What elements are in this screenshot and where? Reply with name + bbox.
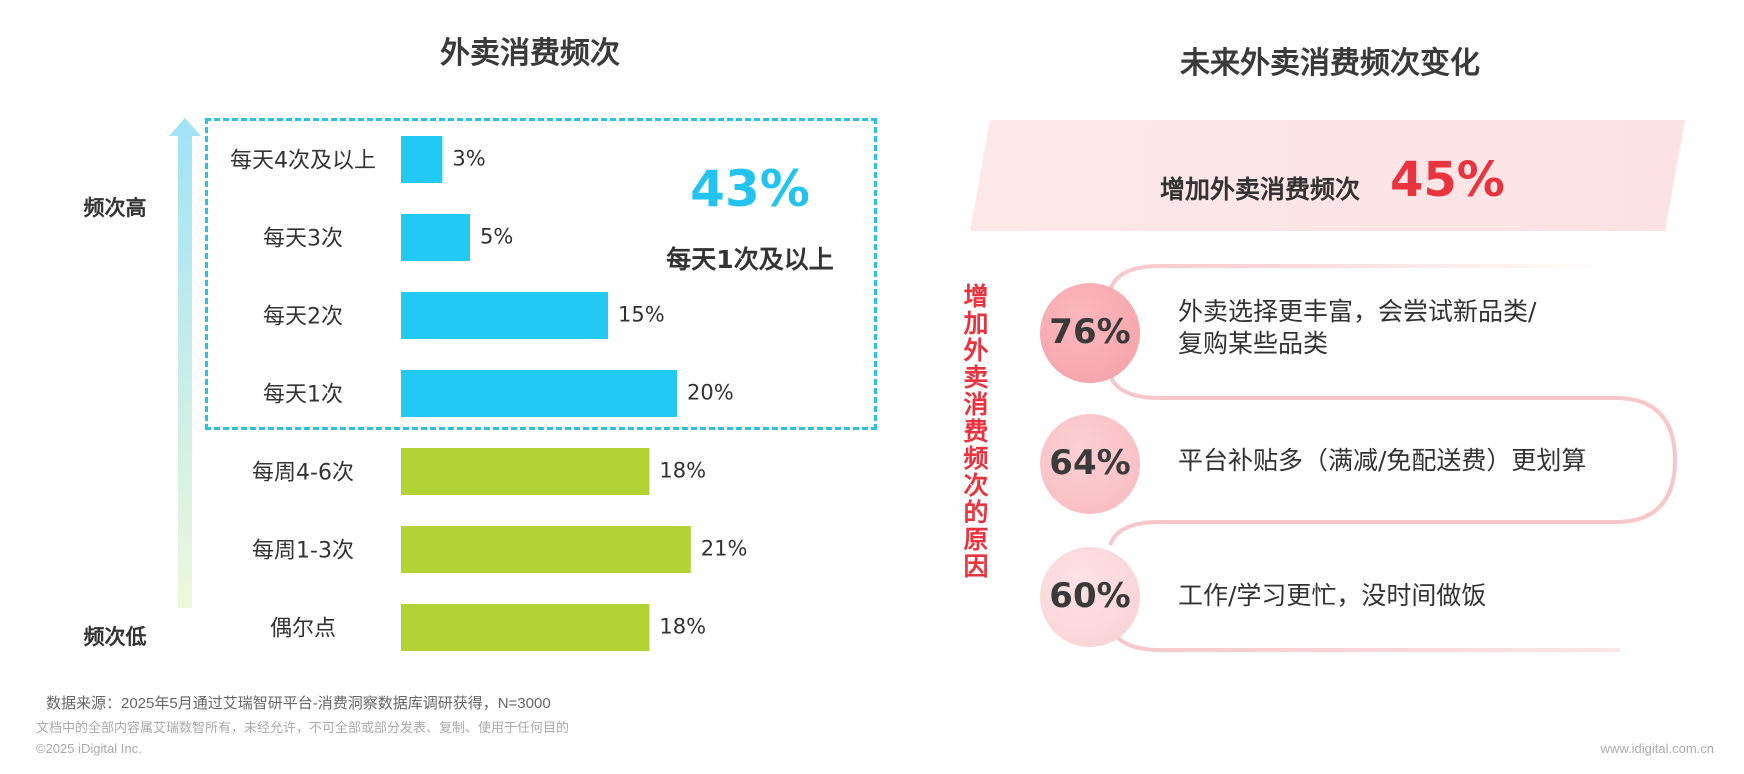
reason-1-line1: 外卖选择更丰富，会尝试新品类/: [1178, 297, 1537, 326]
website-url: www.idigital.com.cn: [1600, 741, 1714, 756]
bar: [401, 604, 650, 651]
bar: [401, 214, 470, 261]
bar-value-label: 15%: [618, 303, 665, 327]
bar: [401, 292, 608, 339]
daily-highlight-box: [205, 118, 877, 430]
reason-circle-2: [1040, 414, 1140, 514]
banner-value: 45%: [1390, 152, 1505, 208]
category-label: 偶尔点: [270, 617, 336, 642]
rights-notice: 文档中的全部内容属艾瑞数智所有，未经允许，不可全部或部分发表、复制、使用于任何目…: [36, 720, 570, 735]
reasons-vertical-label: 增加外卖消费频次的原因: [960, 283, 989, 580]
daily-total-value: 43%: [690, 160, 810, 218]
bar: [401, 136, 443, 183]
reason-circle-3: [1040, 547, 1140, 647]
frequency-low-label: 频次低: [83, 625, 147, 649]
frequency-bar-chart: 每天4次及以上 3% 每天3次 5% 每天2次 15% 每天1次 20% 每周4-6次 18% 每周…: [230, 136, 748, 651]
reason-circle-1: [1040, 283, 1140, 383]
banner-text: 增加外卖消费频次: [1160, 175, 1361, 204]
bar-value-label: 3%: [452, 147, 485, 171]
bar-value-label: 20%: [687, 381, 734, 405]
data-source-note: 数据来源：2025年5月通过艾瑞智研平台-消费洞察数据库调研获得，N=3000: [46, 695, 551, 712]
bar-value-label: 18%: [659, 459, 706, 483]
frequency-high-label: 频次高: [83, 196, 147, 220]
category-label: 每周4-6次: [252, 461, 354, 486]
bar: [401, 448, 650, 495]
category-label: 每天2次: [263, 305, 343, 330]
reason-2-percentage: 64%: [1049, 443, 1131, 483]
bar: [401, 370, 677, 417]
reason-1-percentage: 76%: [1049, 312, 1131, 352]
bar-value-label: 18%: [659, 615, 706, 639]
bar-value-label: 5%: [480, 225, 513, 249]
reason-3-percentage: 60%: [1049, 576, 1131, 616]
daily-total-label: 每天1次及以上: [666, 245, 834, 274]
left-chart-title: 外卖消费频次: [440, 36, 620, 71]
reason-3-text: 工作/学习更忙，没时间做饭: [1178, 581, 1487, 610]
bar-value-label: 21%: [701, 537, 748, 561]
bar: [401, 526, 691, 573]
right-panel-title: 未来外卖消费频次变化: [1180, 46, 1480, 81]
reason-1-line2: 复购某些品类: [1178, 329, 1329, 358]
category-label: 每天1次: [263, 383, 343, 408]
frequency-arrow-icon: [169, 118, 201, 608]
banner-background: [970, 120, 1685, 231]
category-label: 每天4次及以上: [230, 149, 376, 174]
copyright-notice: ©2025 iDigital Inc.: [36, 741, 142, 756]
reason-1-text: 外卖选择更丰富，会尝试新品类/ 复购某些品类: [1178, 296, 1536, 360]
reason-2-text: 平台补贴多（满减/免配送费）更划算: [1178, 446, 1587, 475]
category-label: 每周1-3次: [252, 539, 354, 564]
category-label: 每天3次: [263, 227, 343, 252]
